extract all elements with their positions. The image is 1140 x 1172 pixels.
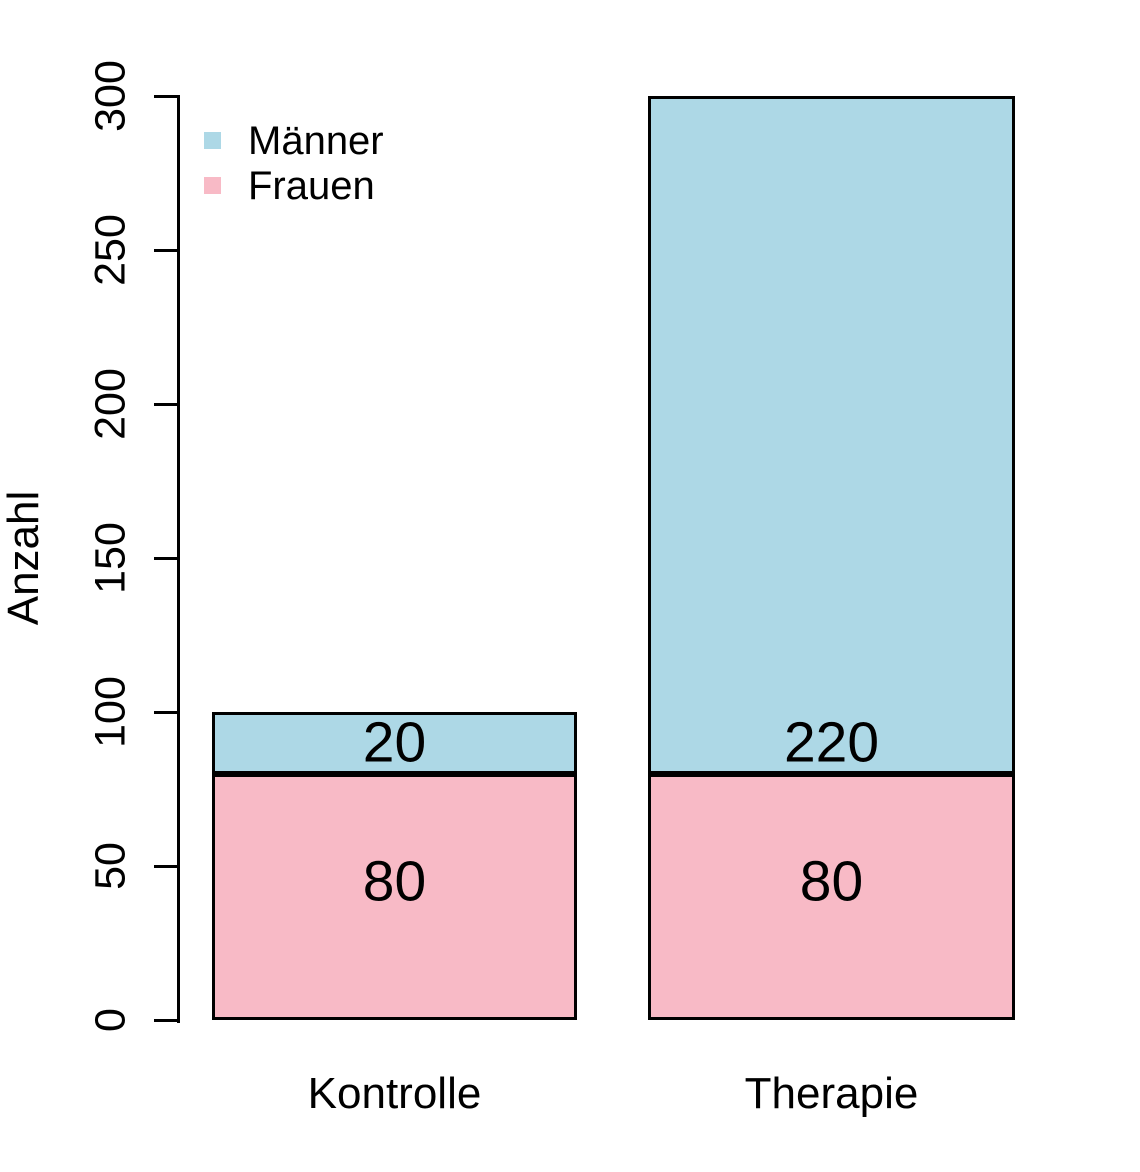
y-axis-title: Anzahl — [0, 490, 48, 626]
bar-value-label-kontrolle-frauen: 80 — [362, 849, 427, 914]
bar-segment-therapie-männer — [648, 96, 1015, 774]
y-axis-tick — [154, 1018, 180, 1022]
y-axis-tick — [154, 864, 180, 868]
x-axis-label-kontrolle: Kontrolle — [307, 1069, 482, 1118]
y-axis-tick — [154, 402, 180, 406]
y-axis-tick — [154, 556, 180, 560]
bar-segment-therapie-frauen — [648, 773, 1015, 1020]
y-axis-tick-label: 150 — [86, 522, 135, 594]
y-axis-tick-label: 250 — [86, 214, 135, 286]
legend-swatch-frauen — [204, 177, 221, 194]
y-axis-tick-label: 50 — [86, 842, 135, 890]
y-axis-tick-label: 200 — [86, 368, 135, 440]
y-axis-tick — [154, 94, 180, 98]
y-axis-tick-label: 100 — [86, 676, 135, 748]
legend-item-frauen: Frauen — [204, 163, 384, 208]
bar-value-label-therapie-männer: 220 — [783, 710, 880, 775]
y-axis-tick — [154, 710, 180, 714]
legend: Männer Frauen — [204, 118, 384, 208]
legend-label-frauen: Frauen — [248, 163, 375, 208]
bar-value-label-therapie-frauen: 80 — [799, 849, 864, 914]
bar-segment-kontrolle-frauen — [212, 773, 577, 1020]
legend-item-maenner: Männer — [204, 118, 384, 163]
y-axis-tick-label: 300 — [86, 60, 135, 132]
legend-swatch-maenner — [204, 132, 221, 149]
y-axis-tick-label: 0 — [86, 1008, 135, 1032]
x-axis-label-therapie: Therapie — [744, 1069, 919, 1118]
bar-segment-kontrolle-männer — [212, 712, 577, 774]
bar-value-label-kontrolle-männer: 20 — [362, 710, 427, 775]
y-axis-tick — [154, 248, 180, 252]
legend-label-maenner: Männer — [248, 118, 384, 163]
